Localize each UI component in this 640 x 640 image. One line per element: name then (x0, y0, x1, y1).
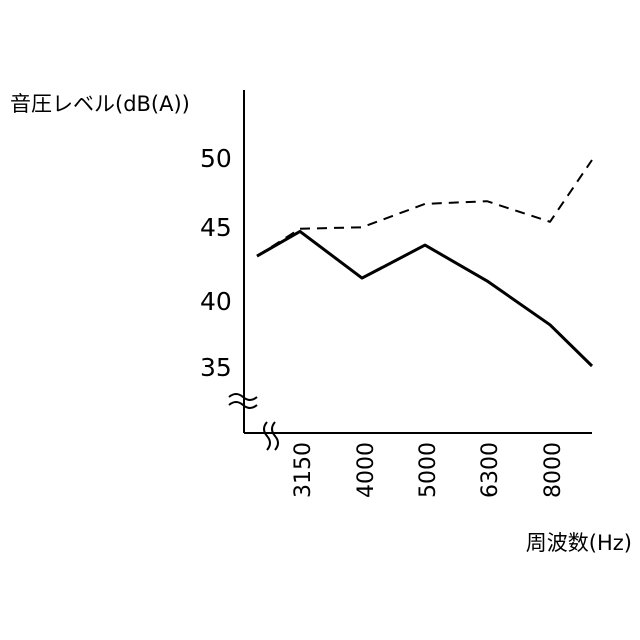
x-tick-label-6300: 6300 (478, 442, 503, 498)
x-tick-label-8000: 8000 (541, 442, 566, 498)
y-tick-label-40: 40 (200, 287, 232, 316)
x-tick-label-3150: 3150 (291, 442, 316, 498)
y-tick-label-45: 45 (200, 213, 232, 242)
y-tick-label-35: 35 (200, 353, 232, 382)
series-layer (257, 160, 592, 366)
y-axis-label: 音圧レベル(dB(A)) (10, 92, 190, 116)
solid-series-line (257, 231, 592, 366)
y-tick-label-50: 50 (200, 144, 232, 173)
dashed-series-line (257, 160, 592, 256)
x-axis-label: 周波数(Hz) (526, 531, 632, 555)
x-tick-label-5000: 5000 (416, 442, 441, 498)
x-axis-break-mark (264, 422, 278, 450)
x-tick-label-4000: 4000 (354, 442, 379, 498)
